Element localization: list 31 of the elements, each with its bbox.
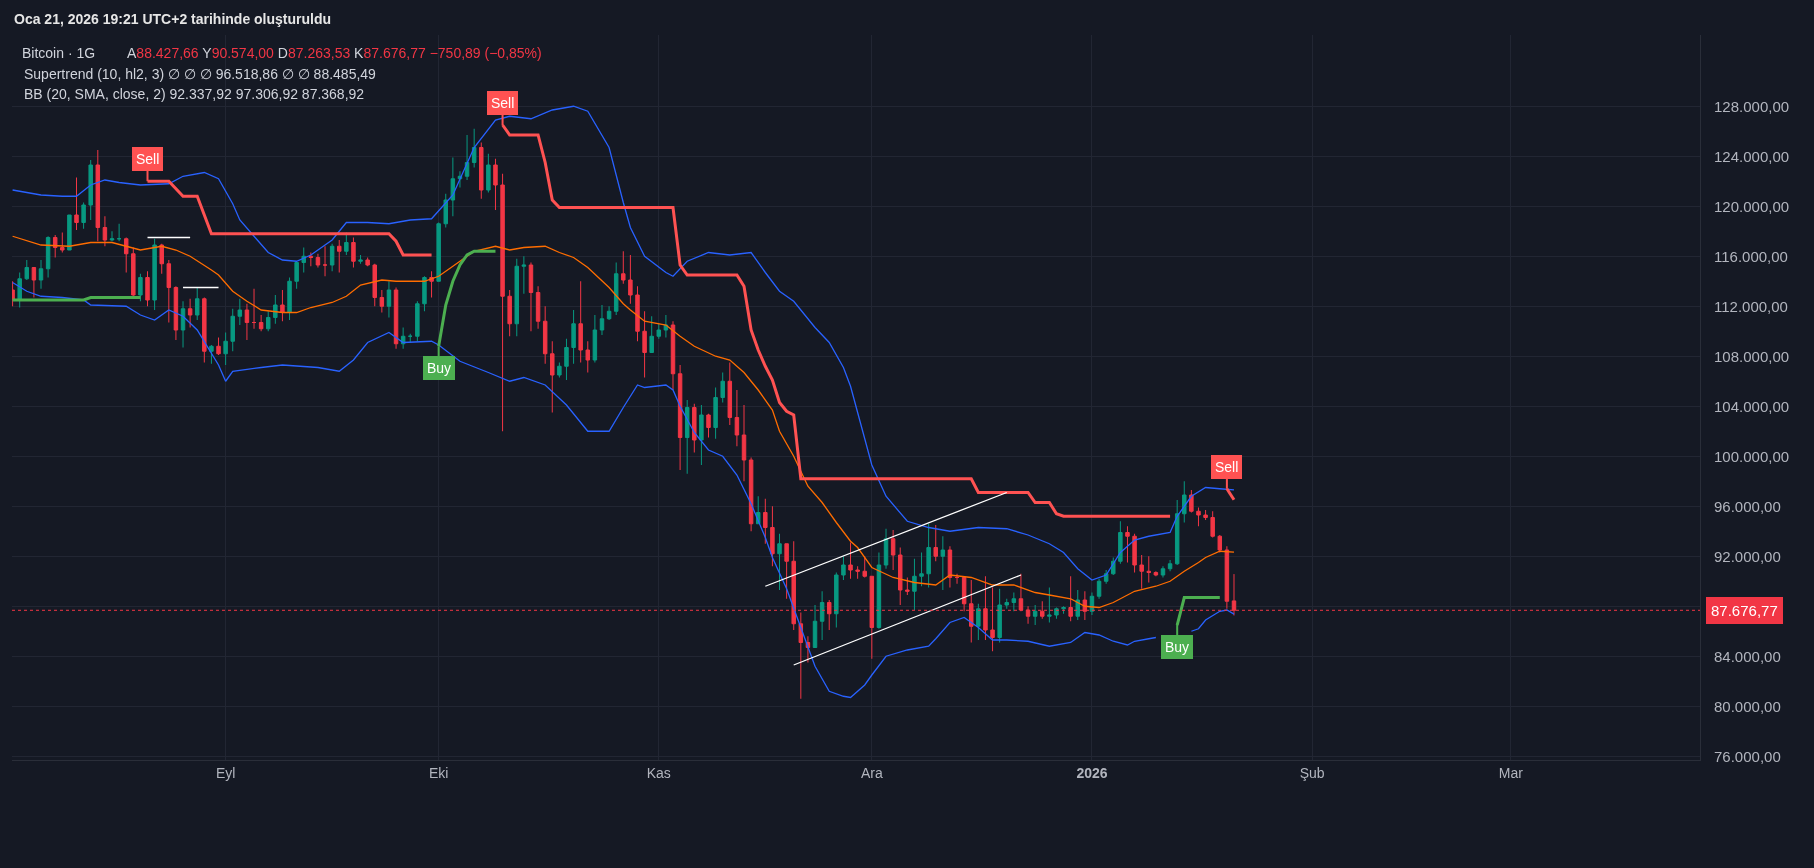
y-tick-label: 92.000,00 [1714, 547, 1781, 565]
x-tick-label: Şub [1299, 764, 1325, 781]
y-tick-label: 124.000,00 [1714, 147, 1790, 165]
y-tick-label: 116.000,00 [1714, 247, 1788, 265]
x-tick-label: Eki [428, 764, 449, 781]
annotation: Supertrend (10, hl2, 3) ∅ ∅ ∅ 96.518,86 ∅ ∅ 88.485,49 [24, 66, 377, 82]
x-tick-label: Mar [1498, 764, 1524, 781]
annotation: Buy [1165, 639, 1190, 655]
y-tick-label: 100.000,00 [1714, 447, 1790, 465]
annotation: BB (20, SMA, close, 2) 92.337,92 97.306,92 87.368,92 [24, 86, 365, 102]
y-tick-label: 96.000,00 [1714, 497, 1781, 515]
x-tick-label: Eyl [215, 764, 236, 781]
y-tick-label: 108.000,00 [1714, 347, 1790, 365]
y-tick-label: 76.000,00 [1714, 747, 1781, 765]
y-tick-label: 84.000,00 [1714, 647, 1781, 665]
annotation: Buy [427, 360, 452, 376]
x-tick-label: 2026 [1076, 764, 1108, 781]
annotation: Sell [136, 151, 160, 167]
text: A88.427,66 Y90.574,00 D87.263,53 K87.676,77 −750,89 (−0,85%) [127, 45, 542, 61]
annotation: Sell [1215, 459, 1239, 475]
x-tick-label: Ara [860, 764, 883, 781]
y-tick-label: 80.000,00 [1714, 697, 1781, 715]
y-tick-label: 112.000,00 [1714, 297, 1788, 315]
y-tick-label: 120.000,00 [1714, 197, 1790, 215]
annotation: Sell [491, 95, 515, 111]
x-tick-label: Kas [646, 764, 671, 781]
text: Oca 21, 2026 19:21 UTC+2 tarihinde oluşturuldu [14, 11, 332, 27]
ref-line-label: 87.676,77 [1711, 602, 1778, 619]
y-tick-label: 104.000,00 [1714, 397, 1790, 415]
text: Bitcoin · 1G [22, 44, 96, 61]
y-tick-label: 128.000,00 [1714, 97, 1790, 115]
